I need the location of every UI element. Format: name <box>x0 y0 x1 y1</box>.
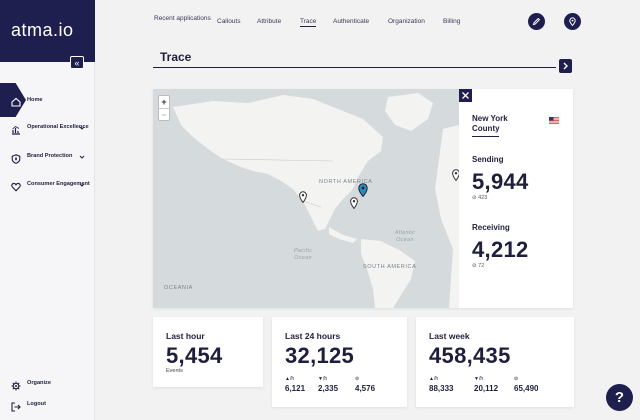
tab-attribute[interactable]: Attribute <box>257 18 282 25</box>
zoom-in-button[interactable]: + <box>161 97 167 107</box>
sidebar-item-label: Operational Excellence <box>27 124 89 130</box>
sidebar-item-label: Consumer Engagement <box>27 181 90 187</box>
sending-value: 5,944 <box>472 169 529 194</box>
map-label-south-america: SOUTH AMERICA <box>363 264 417 270</box>
next-button[interactable] <box>559 59 572 73</box>
collapse-sidebar-button[interactable]: « <box>70 56 84 69</box>
sidebar-item-brand-protection[interactable]: Brand Protection <box>0 150 95 170</box>
alert-icon: ⊘ <box>472 195 479 201</box>
stat-value: 32,125 <box>285 343 355 368</box>
stat-card-last-24-hours: Last 24 hours 32,125 ▲/h 6,121 ▼/h 2,335… <box>272 317 407 407</box>
down-arrow-icon: ▼ <box>318 376 323 382</box>
stat-card-last-week: Last week 458,435 ▲/h 88,333 ▼/h 20,112 … <box>416 317 574 407</box>
sidebar-item-operational-excellence[interactable]: Operational Excellence <box>0 121 95 141</box>
map-land-shapes <box>173 93 459 308</box>
map-pin-icon <box>569 17 576 26</box>
stat-card-last-hour: Last hour 5,454 Events <box>153 317 263 387</box>
tab-authenticate[interactable]: Authenticate <box>333 18 370 25</box>
close-icon <box>462 92 469 99</box>
location-info-panel: New York County Sending 5,944 ⊘ 423 Rece… <box>472 89 573 308</box>
sidebar-item-consumer-engagement[interactable]: Consumer Engagement <box>0 178 95 198</box>
down-arrow-icon: ▼ <box>474 376 479 382</box>
sidebar-item-home[interactable]: Home <box>0 93 95 113</box>
chevron-down-icon <box>79 155 85 159</box>
location-underline <box>472 136 499 137</box>
map-pin-marker[interactable] <box>299 191 307 203</box>
up-arrow-icon: ▲ <box>285 376 290 382</box>
map-pin-marker-selected[interactable] <box>358 183 368 197</box>
chevron-right-icon <box>563 62 568 70</box>
stat-mini-alert: ⊘ 4,576 <box>355 376 376 393</box>
close-panel-button[interactable] <box>459 89 472 102</box>
logout-icon <box>11 402 21 412</box>
location-button[interactable] <box>564 13 581 30</box>
chart-icon <box>12 126 20 135</box>
tab-trace[interactable]: Trace <box>300 18 317 27</box>
stat-label: Last hour <box>166 331 205 341</box>
stat-value: 458,435 <box>429 343 511 368</box>
pencil-icon <box>532 17 541 26</box>
map-pin-marker[interactable] <box>350 197 358 209</box>
alert-icon: ⊘ <box>472 263 479 269</box>
us-flag-icon <box>549 117 559 124</box>
home-icon <box>11 97 21 107</box>
stat-label: Last 24 hours <box>285 331 341 341</box>
title-divider <box>153 67 556 68</box>
stat-sub-label: Events <box>166 368 183 374</box>
location-name: New York County <box>472 114 508 133</box>
sidebar-item-organize[interactable]: Organize <box>0 377 95 397</box>
brand-logo[interactable]: atma.io <box>0 0 95 62</box>
stat-mini-up: ▲/h 6,121 <box>285 376 306 393</box>
chevron-down-icon <box>79 126 85 130</box>
gear-icon <box>11 381 21 391</box>
sidebar-item-logout[interactable]: Logout <box>0 398 95 418</box>
map-label-north-america: NORTH AMERICA <box>319 179 373 185</box>
sending-sub-value: ⊘ 423 <box>472 195 488 201</box>
tab-organization[interactable]: Organization <box>388 18 425 25</box>
sending-label: Sending <box>472 155 504 164</box>
map-label-oceania: OCEANIA <box>164 285 193 291</box>
world-map[interactable]: NORTH AMERICA SOUTH AMERICA OCEANIA Atla… <box>153 89 459 308</box>
sidebar-item-label: Home <box>27 97 43 103</box>
alert-icon: ⊘ <box>514 376 519 382</box>
heart-icon <box>11 182 21 192</box>
map-label-pacific-ocean: Pacific Ocean <box>293 248 313 261</box>
tab-callouts[interactable]: Callouts <box>217 18 241 25</box>
help-button[interactable]: ? <box>606 384 633 411</box>
up-arrow-icon: ▲ <box>429 376 434 382</box>
map-label-atlantic-ocean: Atlantic Ocean <box>394 230 416 243</box>
page-title: Trace <box>160 50 192 64</box>
trace-map-card: NORTH AMERICA SOUTH AMERICA OCEANIA Atla… <box>153 89 573 308</box>
receiving-value: 4,212 <box>472 237 529 262</box>
stat-label: Last week <box>429 331 470 341</box>
chevron-down-icon <box>79 183 85 187</box>
sidebar-item-label: Organize <box>27 380 51 386</box>
stat-mini-up: ▲/h 88,333 <box>429 376 454 393</box>
sidebar: atma.io « Home Operational Excellence Br… <box>0 0 95 420</box>
map-pin-marker[interactable] <box>452 169 459 181</box>
sidebar-item-label: Brand Protection <box>27 153 73 159</box>
edit-button[interactable] <box>528 13 545 30</box>
zoom-controls: + − <box>158 95 170 121</box>
stat-mini-down: ▼/h 2,335 <box>318 376 339 393</box>
stat-value: 5,454 <box>166 343 223 368</box>
stat-mini-down: ▼/h 20,112 <box>474 376 499 393</box>
shield-icon <box>11 154 21 164</box>
zoom-out-button[interactable]: − <box>159 108 169 120</box>
stat-mini-alert: ⊘ 65,490 <box>514 376 539 393</box>
sidebar-item-label: Logout <box>27 401 46 407</box>
alert-icon: ⊘ <box>355 376 360 382</box>
receiving-sub-value: ⊘ 72 <box>472 263 485 269</box>
tab-recent-applications[interactable]: Recent applications <box>154 15 211 22</box>
receiving-label: Receiving <box>472 223 510 232</box>
tab-billing[interactable]: Billing <box>443 18 461 25</box>
